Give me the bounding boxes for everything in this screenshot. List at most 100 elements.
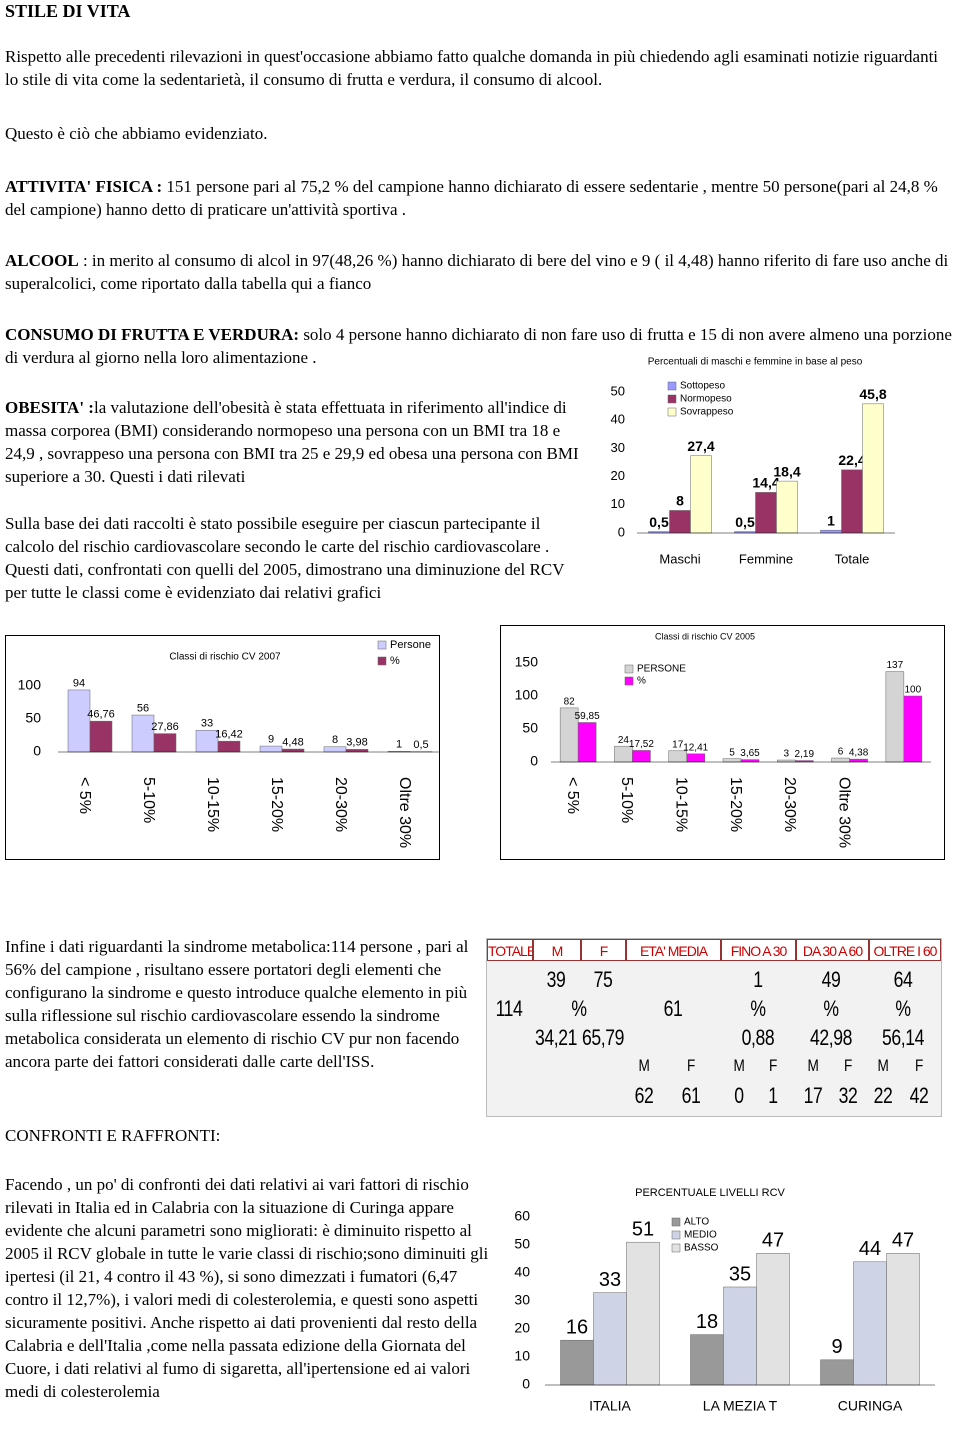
bar <box>669 510 691 534</box>
value-label: 5 <box>729 747 735 758</box>
legend-label: Sottopeso <box>680 381 725 392</box>
table-cell: % <box>895 996 911 1021</box>
value-label: 0,5 <box>649 514 669 530</box>
bar <box>67 689 91 753</box>
x-tick-label: 20-30% <box>781 777 798 832</box>
chart: PERCENTUALE LIVELLI RCV 0 10 20 30 40 50 60 ITAL… <box>514 1187 935 1414</box>
x-tick-label: LA MEZIA T <box>703 1398 778 1414</box>
table-cell: F <box>687 1056 695 1075</box>
table-cell: M <box>877 1056 889 1075</box>
paragraph: ALCOOL : in merito al consumo di alcol i… <box>5 249 955 295</box>
bar <box>690 455 712 534</box>
value-label: 59,85 <box>575 711 600 722</box>
chart: Classi di rischio CV 2005 0 50 100 150 < 5% 82… <box>500 625 945 860</box>
legend-label: ALTO <box>684 1217 709 1228</box>
table-cell: 65,79 <box>581 1025 625 1050</box>
x-tick-label: 10-15% <box>672 777 689 832</box>
text-column: OBESITA' :la valutazione dell'obesità è … <box>5 396 955 604</box>
value-label: 3,98 <box>346 737 367 749</box>
y-tick-label: 100 <box>18 677 42 693</box>
bar <box>885 671 905 763</box>
bar <box>723 1286 757 1386</box>
bar <box>217 740 241 753</box>
legend-swatch <box>671 1243 681 1253</box>
value-label: 18,4 <box>773 463 800 479</box>
value-label: 82 <box>564 697 576 708</box>
value-label: 1 <box>396 739 402 751</box>
y-tick-label: 150 <box>515 654 539 670</box>
chart: Percentuali di maschi e femmine in base … <box>611 357 895 566</box>
bar <box>853 1261 887 1386</box>
value-label: 27,4 <box>687 438 714 454</box>
value-label: 16,42 <box>215 728 243 740</box>
paragraph-text: : in merito al consumo di alcol in 97(48… <box>5 251 949 293</box>
value-label: 0,5 <box>735 514 755 530</box>
x-tick-label: 5-10% <box>618 777 635 823</box>
legend-label: % <box>637 676 646 687</box>
section-heading: CONFRONTI E RAFFRONTI: <box>5 1126 221 1145</box>
table-cell: 0 <box>734 1083 744 1108</box>
value-label: 51 <box>632 1218 654 1240</box>
chart-title: PERCENTUALE LIVELLI RCV <box>635 1187 785 1199</box>
value-label: 4,38 <box>849 748 869 759</box>
bar <box>755 492 777 534</box>
paragraph-lead: ALCOOL <box>5 251 79 270</box>
table-header-cell: F <box>581 939 626 961</box>
value-label: 9 <box>268 733 274 745</box>
legend-label: Normopeso <box>680 394 732 405</box>
table-cell: 1 <box>753 967 763 992</box>
legend-label: Sovrappeso <box>680 407 734 418</box>
x-tick-label: CURINGA <box>838 1398 903 1414</box>
table-cell: M <box>638 1056 650 1075</box>
y-tick-label: 20 <box>611 468 625 483</box>
chart-frame <box>500 625 945 860</box>
paragraph: Sulla base dei dati raccolti è stato pos… <box>5 514 565 602</box>
value-label: 22,4 <box>838 452 865 468</box>
value-label: 17 <box>672 739 684 750</box>
table-cell: 64 <box>893 967 913 992</box>
table-header-cell: TOTALE <box>487 939 533 961</box>
value-label: 45,8 <box>859 386 886 402</box>
y-tick-label: 20 <box>514 1320 530 1336</box>
y-tick-label: 0 <box>618 524 625 539</box>
table-cell: % <box>750 996 766 1021</box>
table-cell: % <box>823 996 839 1021</box>
bar <box>593 1292 627 1386</box>
value-label: 94 <box>73 677 85 689</box>
y-tick-label: 40 <box>611 412 625 427</box>
y-tick-label: 30 <box>611 440 625 455</box>
table-cell: 32 <box>838 1083 858 1108</box>
value-label: 12,41 <box>683 742 708 753</box>
x-tick-label: Totale <box>835 551 870 566</box>
table-cell: M <box>807 1056 819 1075</box>
x-tick-label: < 5% <box>76 777 93 814</box>
bar <box>281 748 305 753</box>
bar <box>886 1253 920 1386</box>
x-tick-label: Maschi <box>659 551 700 566</box>
x-tick-label: < 5% <box>564 777 581 814</box>
bar <box>722 758 742 763</box>
paragraph: Questo è ciò che abbiamo evidenziato. <box>5 124 268 143</box>
paragraph-text: solo 4 persone hanno dichiarato di non f… <box>5 325 952 367</box>
bar <box>686 753 705 763</box>
paragraph-lead: ATTIVITA' FISICA : <box>5 177 163 196</box>
bar <box>820 1359 854 1386</box>
value-label: 47 <box>892 1230 914 1252</box>
value-label: 44 <box>859 1238 881 1260</box>
bar <box>626 1241 660 1386</box>
legend-swatch <box>667 407 677 417</box>
table-cell: 61 <box>663 996 683 1021</box>
metabolic-table: TOTALE M F ETA' MEDIA FINO A 30 DA 30 A 60 OLT… <box>486 938 942 1117</box>
value-label: 33 <box>599 1269 621 1291</box>
table-cell: M <box>733 1056 745 1075</box>
y-tick-label: 50 <box>522 720 538 736</box>
y-tick-label: 40 <box>514 1264 530 1280</box>
table-cell: F <box>844 1056 852 1075</box>
y-tick-label: 50 <box>611 383 625 398</box>
value-label: 100 <box>905 685 922 696</box>
value-label: 27,86 <box>151 721 179 733</box>
value-label: 46,76 <box>87 708 115 720</box>
x-tick-label: Oltre 30% <box>835 777 852 848</box>
table-cell: 114 <box>495 996 523 1021</box>
